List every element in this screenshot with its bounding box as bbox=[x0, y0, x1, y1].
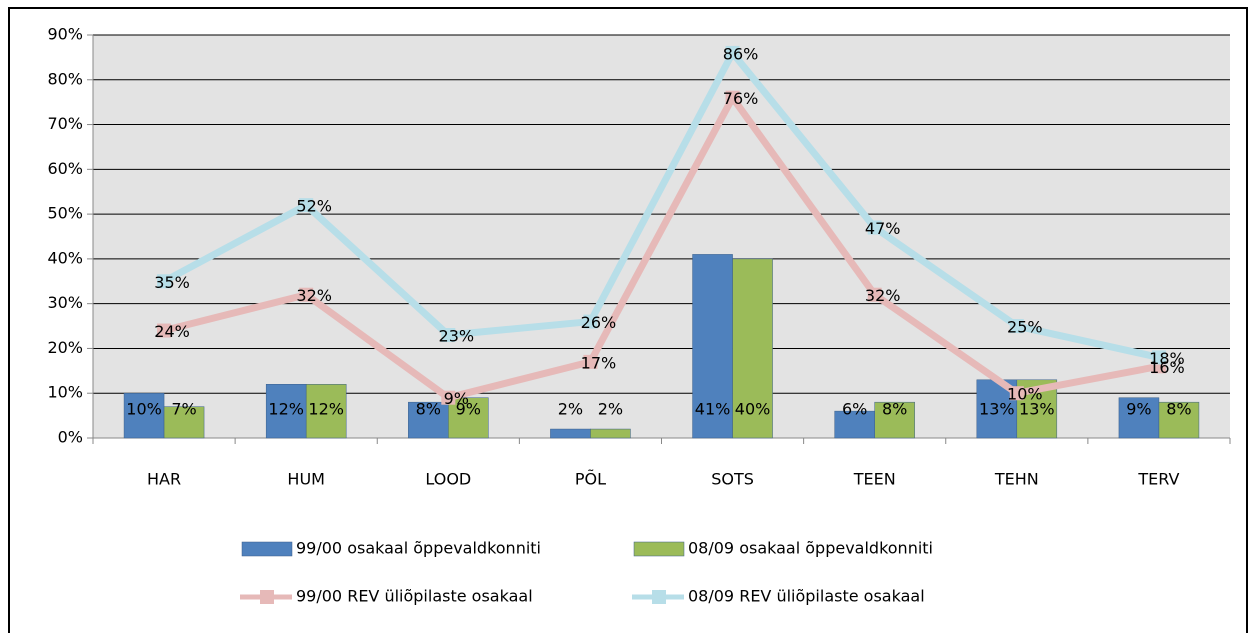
legend-label: 08/09 REV üliõpilaste osakaal bbox=[688, 587, 925, 606]
marker bbox=[157, 274, 172, 289]
y-tick-label: 0% bbox=[58, 428, 83, 447]
line bbox=[162, 49, 1160, 361]
bar bbox=[408, 401, 449, 439]
bar bbox=[1158, 401, 1200, 439]
legend-label: 08/09 osakaal õppevaldkonniti bbox=[688, 539, 933, 558]
marker bbox=[1009, 386, 1024, 401]
data-label: 24% bbox=[154, 322, 190, 341]
bar bbox=[123, 392, 165, 439]
x-tick-label: TEHN bbox=[994, 470, 1039, 489]
y-tick-label: 80% bbox=[47, 69, 83, 88]
data-label: 26% bbox=[581, 313, 617, 332]
data-label: 6% bbox=[842, 400, 867, 419]
legend-label: 99/00 REV üliõpilaste osakaal bbox=[296, 587, 533, 606]
data-label: 8% bbox=[1166, 400, 1191, 419]
bar bbox=[550, 428, 591, 439]
bar bbox=[834, 410, 875, 439]
data-label: 8% bbox=[416, 400, 441, 419]
bar bbox=[305, 384, 347, 439]
legend-swatch bbox=[241, 541, 293, 557]
legend-label: 99/00 osakaal õppevaldkonniti bbox=[296, 539, 541, 558]
data-label: 76% bbox=[723, 89, 759, 108]
line bbox=[163, 94, 1160, 402]
data-label: 86% bbox=[723, 44, 759, 63]
bar bbox=[732, 258, 773, 439]
data-label: 18% bbox=[1149, 349, 1185, 368]
bar bbox=[590, 428, 631, 439]
marker bbox=[583, 354, 598, 369]
data-label: 40% bbox=[735, 400, 771, 419]
data-label: 41% bbox=[695, 400, 731, 419]
data-label: 12% bbox=[268, 400, 304, 419]
legend-swatch bbox=[633, 541, 685, 557]
bar bbox=[1118, 397, 1160, 439]
data-label: 25% bbox=[1007, 318, 1043, 337]
y-tick-label: 90% bbox=[47, 25, 83, 44]
y-tick-label: 50% bbox=[47, 204, 83, 223]
data-label: 47% bbox=[865, 219, 901, 238]
data-label: 17% bbox=[581, 353, 617, 372]
x-tick-label: TERV bbox=[1137, 470, 1179, 489]
x-tick-label: HUM bbox=[287, 470, 325, 489]
marker bbox=[441, 390, 456, 405]
data-label: 32% bbox=[296, 286, 332, 305]
data-label: 9% bbox=[456, 400, 481, 419]
data-label: 16% bbox=[1149, 358, 1185, 377]
data-label: 52% bbox=[296, 197, 332, 216]
y-tick-label: 70% bbox=[47, 114, 83, 133]
legend-marker bbox=[260, 590, 274, 604]
data-label: 9% bbox=[444, 389, 469, 408]
x-tick-label: LOOD bbox=[425, 470, 471, 489]
x-tick-label: PÕL bbox=[575, 470, 606, 489]
data-label: 35% bbox=[154, 273, 190, 292]
marker bbox=[299, 198, 314, 213]
data-label: 2% bbox=[598, 400, 623, 419]
y-tick-label: 40% bbox=[47, 248, 83, 267]
marker bbox=[1009, 319, 1024, 334]
x-tick-label: SOTS bbox=[711, 470, 754, 489]
bar bbox=[163, 406, 205, 439]
bar bbox=[874, 401, 915, 439]
x-tick-label: TEEN bbox=[853, 470, 896, 489]
data-label: 32% bbox=[865, 286, 901, 305]
data-label: 13% bbox=[979, 400, 1015, 419]
marker bbox=[725, 45, 740, 60]
y-tick-label: 20% bbox=[47, 338, 83, 357]
data-label: 2% bbox=[558, 400, 583, 419]
legend-marker bbox=[652, 590, 666, 604]
marker bbox=[583, 314, 598, 329]
data-label: 23% bbox=[439, 327, 475, 346]
marker bbox=[157, 323, 172, 338]
x-tick-label: HAR bbox=[147, 470, 181, 489]
marker bbox=[725, 90, 740, 105]
marker bbox=[1151, 350, 1166, 365]
data-label: 9% bbox=[1126, 400, 1151, 419]
data-label: 13% bbox=[1019, 400, 1055, 419]
marker bbox=[441, 328, 456, 343]
frame bbox=[8, 7, 1248, 633]
data-label: 10% bbox=[1007, 385, 1043, 404]
bar bbox=[265, 384, 307, 439]
bar bbox=[692, 254, 733, 439]
data-label: 12% bbox=[308, 400, 344, 419]
marker bbox=[299, 287, 314, 302]
y-tick-label: 60% bbox=[47, 159, 83, 178]
data-label: 10% bbox=[126, 400, 162, 419]
data-label: 7% bbox=[171, 400, 196, 419]
marker bbox=[867, 287, 882, 302]
y-tick-label: 10% bbox=[47, 383, 83, 402]
data-label: 8% bbox=[882, 400, 907, 419]
y-tick-label: 30% bbox=[47, 293, 83, 312]
marker bbox=[867, 220, 882, 235]
